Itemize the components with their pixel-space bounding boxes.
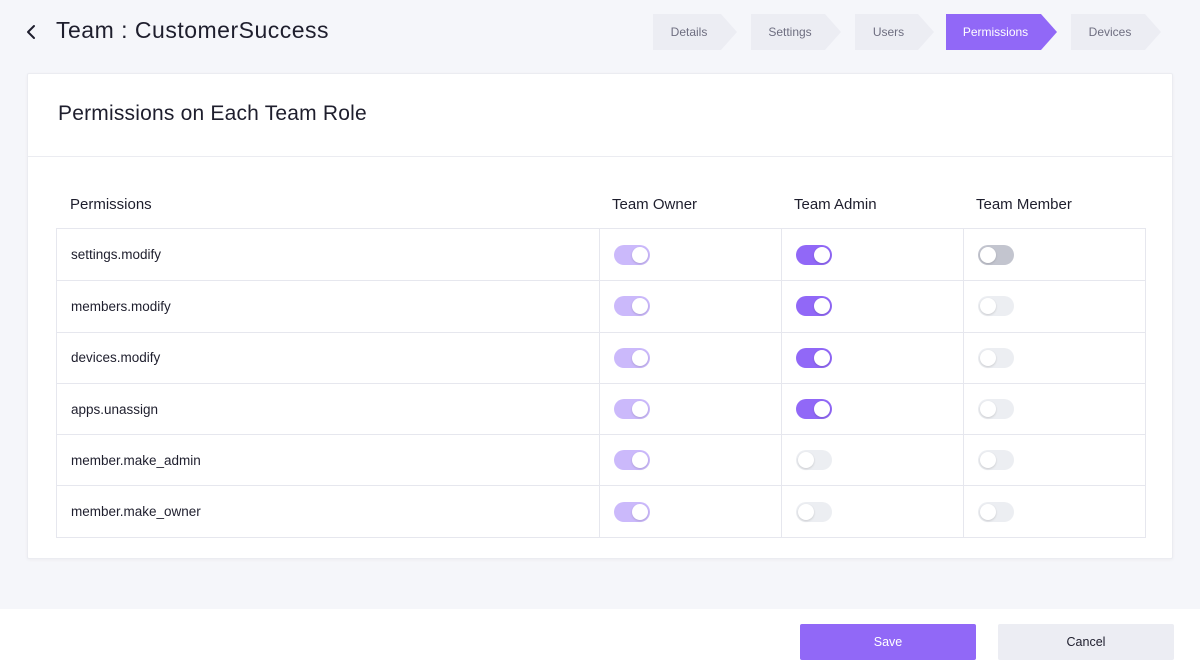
back-button[interactable] [20, 20, 42, 44]
table-row: member.make_owner [57, 485, 1145, 537]
team-admin-cell [781, 486, 963, 537]
table-row: devices.modify [57, 331, 1145, 383]
team-admin-toggle[interactable] [796, 296, 832, 317]
team-member-toggle[interactable] [978, 347, 1014, 368]
step-label: Permissions [962, 25, 1029, 39]
page-title: Team : CustomerSuccess [56, 17, 330, 43]
team-owner-cell [599, 486, 781, 537]
step-label: Details [670, 25, 708, 39]
team-member-toggle[interactable] [978, 450, 1014, 471]
team-owner-cell [599, 332, 781, 383]
team-owner-cell [599, 229, 781, 281]
table-body: settings.modify members.modify devices.mod… [56, 228, 1146, 538]
team-owner-cell [599, 383, 781, 435]
permission-name: apps.unassign [71, 401, 159, 417]
toggle-knob [980, 298, 996, 315]
toggle-knob [814, 298, 830, 315]
toggle-knob [632, 503, 648, 520]
team-member-toggle[interactable] [978, 296, 1014, 317]
team-admin-toggle[interactable] [796, 501, 832, 522]
chevron-left-icon [27, 25, 35, 39]
team-admin-cell [781, 332, 963, 383]
step-devices[interactable]: Devices [1071, 14, 1161, 50]
toggle-knob [798, 452, 814, 469]
step-label: Settings [768, 25, 812, 39]
header-permissions: Permissions [70, 196, 152, 213]
team-member-cell [963, 229, 1145, 281]
table-row: apps.unassign [57, 382, 1145, 435]
team-member-cell [963, 486, 1145, 537]
team-owner-cell [599, 281, 781, 332]
toggle-knob [632, 246, 648, 263]
team-admin-toggle[interactable] [796, 244, 832, 265]
toggle-knob [814, 246, 830, 263]
card-title: Permissions on Each Team Role [58, 102, 367, 125]
wizard-stepper: Details Settings Users Permissions Devic… [0, 14, 1200, 50]
toggle-knob [814, 349, 830, 366]
step-label: Users [872, 25, 905, 39]
toggle-knob [814, 401, 830, 418]
step-permissions[interactable]: Permissions [946, 14, 1057, 50]
team-owner-toggle[interactable] [614, 244, 650, 265]
permission-name: members.modify [71, 298, 171, 314]
save-button[interactable]: Save [800, 624, 976, 660]
team-owner-toggle[interactable] [614, 399, 650, 420]
header-team-member: Team Member [976, 196, 1072, 213]
step-label: Devices [1088, 25, 1132, 39]
team-owner-toggle[interactable] [614, 347, 650, 368]
table-row: settings.modify [57, 229, 1145, 281]
team-admin-cell [781, 435, 963, 486]
toggle-knob [980, 401, 996, 418]
toggle-knob [980, 452, 996, 469]
table-row: member.make_admin [57, 434, 1145, 486]
team-member-cell [963, 383, 1145, 435]
team-owner-toggle[interactable] [614, 296, 650, 317]
permissions-table: Permissions Team Owner Team Admin Team M… [56, 180, 1146, 538]
toggle-knob [632, 349, 648, 366]
card-divider [28, 156, 1172, 157]
toggle-knob [980, 349, 996, 366]
table-header: Permissions Team Owner Team Admin Team M… [56, 180, 1146, 228]
toggle-knob [980, 246, 996, 263]
team-owner-toggle[interactable] [614, 450, 650, 471]
page-header: Team : CustomerSuccess [0, 0, 1200, 64]
header-team-owner: Team Owner [612, 196, 698, 213]
team-admin-cell [781, 281, 963, 332]
footer-bar: Save Cancel [0, 609, 1200, 670]
team-admin-toggle[interactable] [796, 347, 832, 368]
permission-name: member.make_admin [71, 452, 201, 468]
team-member-toggle[interactable] [978, 399, 1014, 420]
team-admin-toggle[interactable] [796, 399, 832, 420]
team-member-toggle[interactable] [978, 244, 1014, 265]
toggle-knob [798, 503, 814, 520]
toggle-knob [632, 298, 648, 315]
team-admin-cell [781, 229, 963, 281]
step-settings[interactable]: Settings [751, 14, 841, 50]
toggle-knob [632, 401, 648, 418]
team-admin-toggle[interactable] [796, 450, 832, 471]
permission-name: devices.modify [71, 350, 161, 366]
header-team-admin: Team Admin [794, 196, 877, 213]
table-row: members.modify [57, 280, 1145, 332]
team-member-cell [963, 435, 1145, 486]
team-member-cell [963, 281, 1145, 332]
toggle-knob [632, 452, 648, 469]
step-users[interactable]: Users [855, 14, 934, 50]
permission-name: member.make_owner [71, 504, 201, 520]
permission-name: settings.modify [71, 247, 162, 263]
team-member-toggle[interactable] [978, 501, 1014, 522]
cancel-button[interactable]: Cancel [998, 624, 1174, 660]
step-details[interactable]: Details [653, 14, 737, 50]
toggle-knob [980, 503, 996, 520]
team-admin-cell [781, 383, 963, 435]
team-member-cell [963, 332, 1145, 383]
team-owner-cell [599, 435, 781, 486]
permissions-card: Permissions on Each Team Role Permission… [27, 73, 1173, 559]
team-owner-toggle[interactable] [614, 501, 650, 522]
